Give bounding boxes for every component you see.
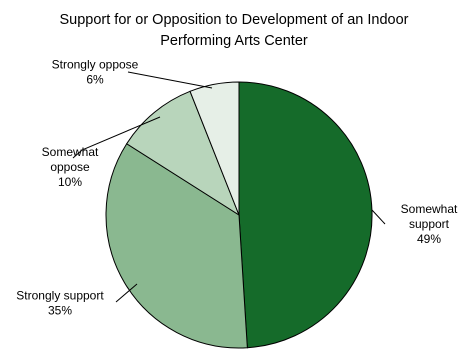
data-label-category: oppose — [50, 160, 90, 174]
data-label-somewhat-support: Somewhat support 49% — [401, 202, 458, 246]
data-label-percent: 35% — [48, 304, 72, 318]
data-label-percent: 10% — [58, 175, 82, 189]
pie-slice-somewhat-support — [238, 81, 373, 349]
data-label-category: Strongly support — [16, 289, 104, 303]
data-label-category: Strongly oppose — [52, 58, 139, 72]
chart-title: Support for or Opposition to Development… — [0, 10, 468, 52]
pie-slice-strongly-support — [105, 143, 248, 349]
pie-slice-somewhat-oppose — [126, 90, 241, 217]
chart-title-line-2: Performing Arts Center — [160, 33, 308, 49]
pie-slice-strongly-oppose — [189, 81, 240, 216]
leader-line-somewhat-support — [371, 209, 386, 225]
data-label-strongly-oppose: Strongly oppose 6% — [52, 58, 139, 87]
data-label-strongly-support: Strongly support 35% — [16, 289, 104, 318]
data-label-somewhat-oppose: Somewhat oppose 10% — [42, 145, 99, 189]
leader-line-strongly-support — [115, 283, 138, 303]
chart-title-line-1: Support for or Opposition to Development… — [59, 12, 409, 28]
data-label-category: support — [409, 217, 450, 231]
data-label-category: Somewhat — [42, 145, 99, 159]
leader-line-strongly-oppose — [127, 71, 213, 89]
data-label-category: Somewhat — [401, 202, 458, 216]
data-label-percent: 49% — [417, 232, 441, 246]
data-label-percent: 6% — [86, 73, 104, 87]
leader-line-somewhat-oppose — [72, 116, 161, 159]
